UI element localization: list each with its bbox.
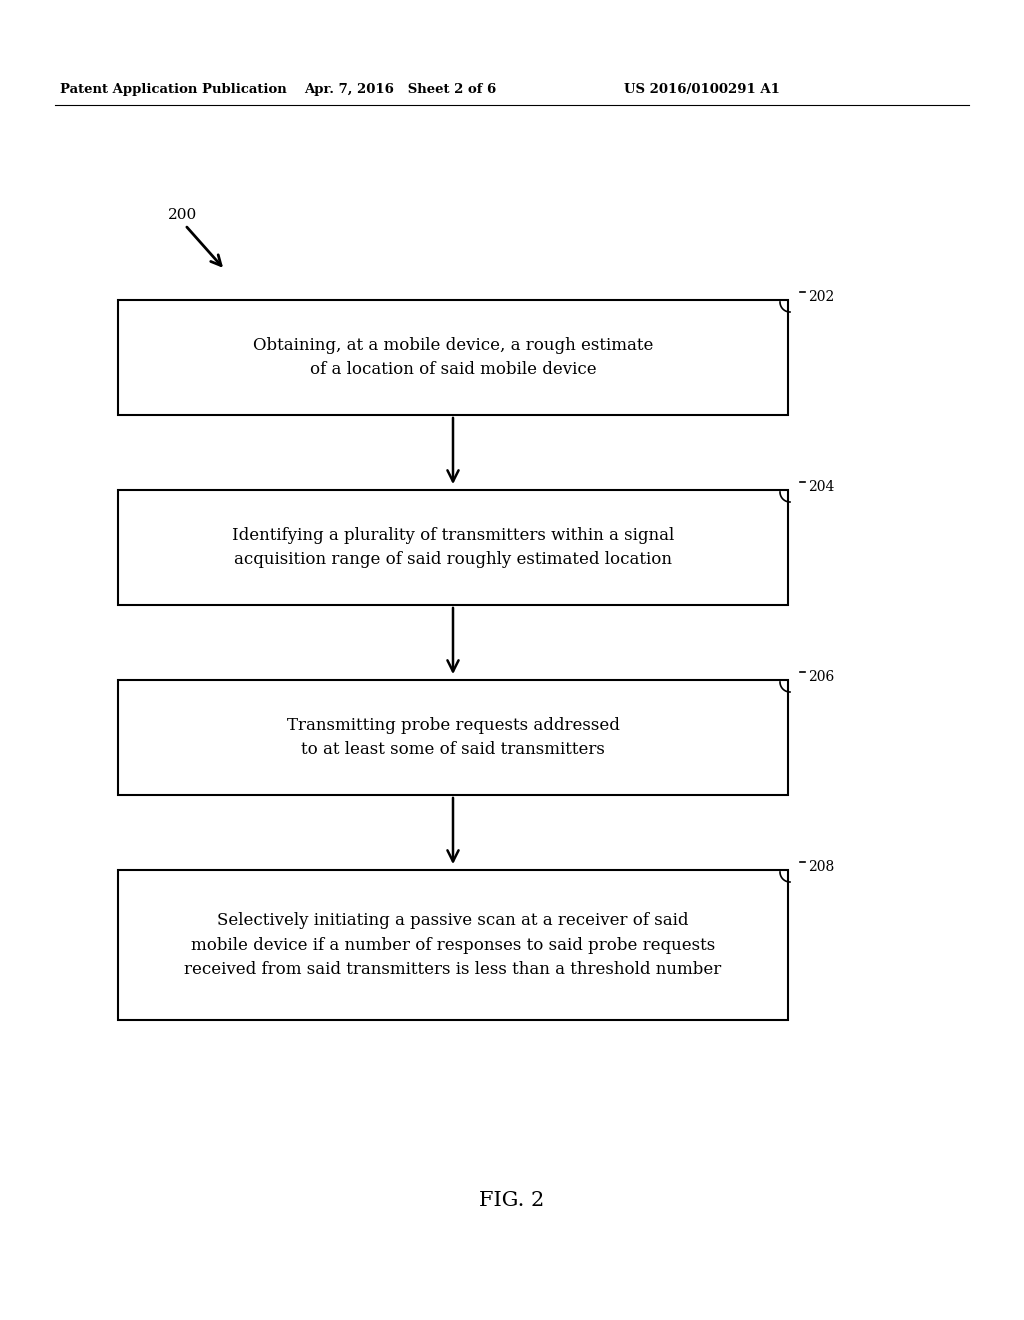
Text: 206: 206: [808, 671, 835, 684]
Text: Transmitting probe requests addressed
to at least some of said transmitters: Transmitting probe requests addressed to…: [287, 717, 620, 759]
Text: US 2016/0100291 A1: US 2016/0100291 A1: [624, 83, 780, 96]
Text: 208: 208: [808, 861, 835, 874]
Bar: [118, 870, 788, 1020]
Text: 200: 200: [168, 209, 198, 222]
Text: 204: 204: [808, 480, 835, 494]
Bar: [118, 490, 788, 605]
Bar: [118, 680, 788, 795]
Text: Identifying a plurality of transmitters within a signal
acquisition range of sai: Identifying a plurality of transmitters …: [231, 527, 674, 569]
Bar: [118, 300, 788, 414]
Text: Selectively initiating a passive scan at a receiver of said
mobile device if a n: Selectively initiating a passive scan at…: [184, 912, 722, 978]
Text: FIG. 2: FIG. 2: [479, 1191, 545, 1209]
Text: Patent Application Publication: Patent Application Publication: [60, 83, 287, 96]
Text: 202: 202: [808, 290, 835, 304]
Text: Obtaining, at a mobile device, a rough estimate
of a location of said mobile dev: Obtaining, at a mobile device, a rough e…: [253, 337, 653, 379]
Text: Apr. 7, 2016   Sheet 2 of 6: Apr. 7, 2016 Sheet 2 of 6: [304, 83, 496, 96]
